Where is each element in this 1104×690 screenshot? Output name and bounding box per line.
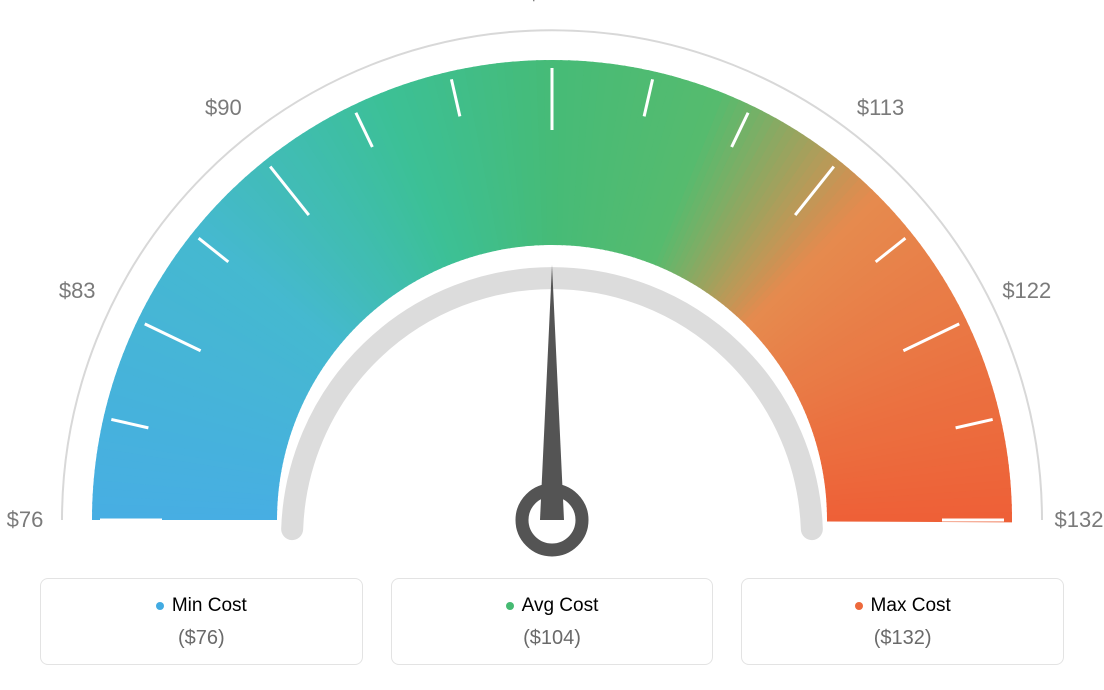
legend-label-avg: Avg Cost	[506, 595, 599, 617]
dot-icon	[156, 602, 164, 610]
legend-value-min: ($76)	[51, 627, 352, 650]
legend-card-min: Min Cost ($76)	[40, 578, 363, 665]
cost-gauge-container: $76 $83 $90 $104 $113 $122 $132 Min Cost ($76)…	[0, 0, 1104, 690]
gauge-tick-label: $122	[1002, 278, 1051, 304]
legend-label-min: Min Cost	[156, 595, 247, 617]
legend-label-text: Avg Cost	[522, 595, 599, 617]
dot-icon	[506, 602, 514, 610]
legend-value-max: ($132)	[752, 627, 1053, 650]
gauge-tick-label: $90	[205, 95, 242, 121]
legend-row: Min Cost ($76) Avg Cost ($104) Max Cost …	[40, 578, 1064, 665]
gauge-tick-label: $113	[857, 95, 904, 121]
legend-card-avg: Avg Cost ($104)	[391, 578, 714, 665]
legend-value-avg: ($104)	[402, 627, 703, 650]
gauge-tick-label: $132	[1055, 507, 1104, 533]
gauge-tick-label: $76	[7, 507, 44, 533]
legend-label-max: Max Cost	[855, 595, 951, 617]
legend-label-text: Min Cost	[172, 595, 247, 617]
legend-label-text: Max Cost	[871, 595, 951, 617]
gauge-chart: $76 $83 $90 $104 $113 $122 $132	[0, 0, 1104, 570]
gauge-tick-label: $83	[59, 278, 96, 304]
gauge-tick-label: $104	[528, 0, 577, 6]
dot-icon	[855, 602, 863, 610]
legend-card-max: Max Cost ($132)	[741, 578, 1064, 665]
